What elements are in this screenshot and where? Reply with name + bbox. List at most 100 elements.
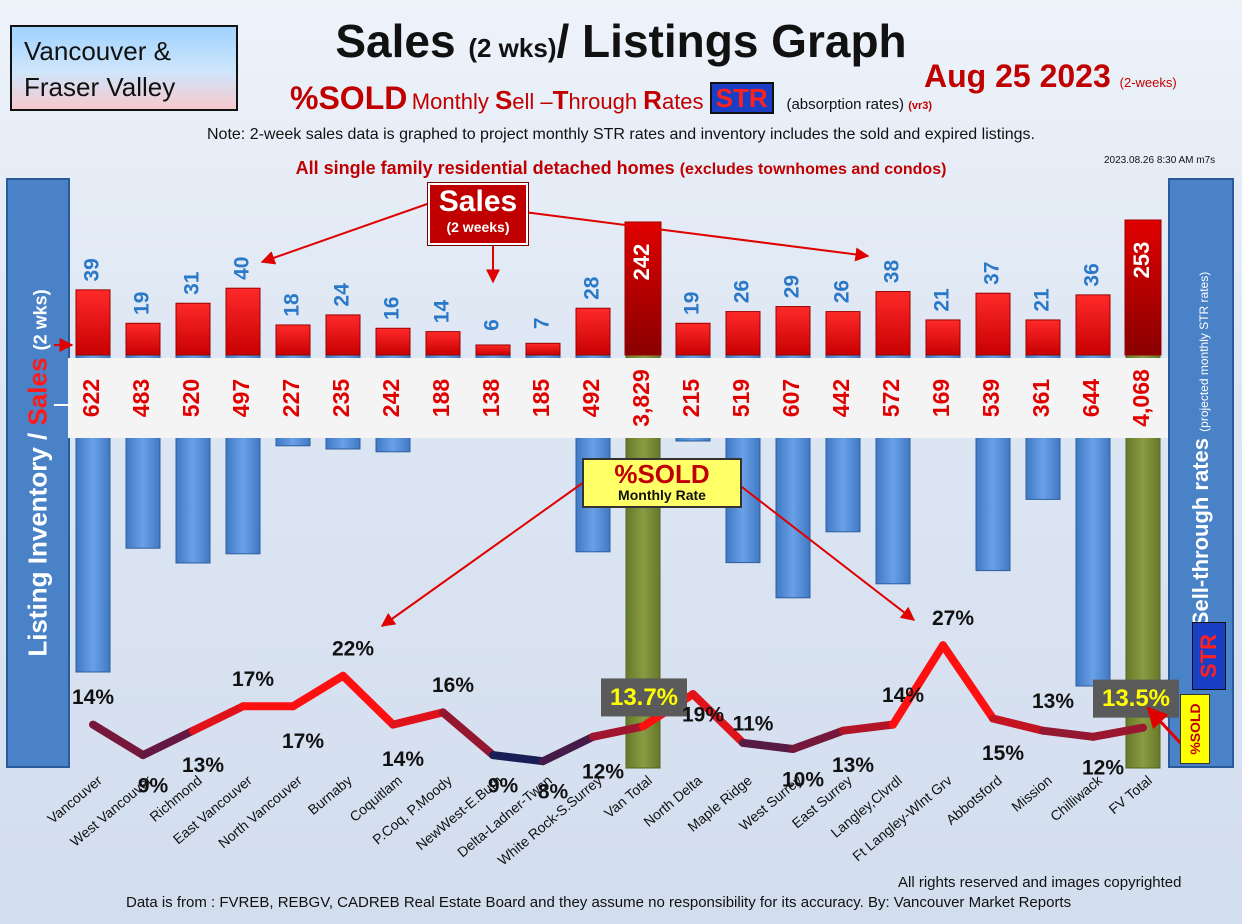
sales-bar xyxy=(624,221,662,356)
str-value-label: 12% xyxy=(582,760,624,783)
subtitle-text: Monthly Sell –Through Rates xyxy=(411,85,710,115)
str-value-label: 19% xyxy=(682,704,724,727)
sales-bar xyxy=(275,324,311,356)
sales-value-label: 38 xyxy=(881,260,904,284)
subtitle-str-badge: STR xyxy=(709,82,774,114)
total-str-label-bg xyxy=(601,678,687,717)
str-line-layer xyxy=(89,641,1147,766)
sales-arrow-left xyxy=(260,202,431,265)
sales-bar xyxy=(375,327,411,356)
note-text: Note: 2-week sales data is graphed to pr… xyxy=(207,126,1035,143)
sales-callout-sub: (2 weeks) xyxy=(446,219,510,235)
str-value-label: 15% xyxy=(982,742,1024,765)
left-axis-panel xyxy=(6,178,70,768)
sales-value-label: 19 xyxy=(131,292,154,315)
sales-value-label: 39 xyxy=(81,258,104,281)
str-value-label: 14% xyxy=(382,748,424,771)
date-note: (2-weeks) xyxy=(1119,75,1177,90)
inventory-value-label: 520 xyxy=(178,379,204,417)
sales-value-label: 24 xyxy=(331,283,354,307)
timestamp: 2023.08.26 8:30 AM m7s xyxy=(1104,155,1216,166)
inventory-label-bg xyxy=(168,358,218,438)
inventory-label-bg xyxy=(418,358,468,438)
str-value-label: 8% xyxy=(538,781,569,804)
labels-layer: 622 39 483 19 520 31 497 40 227 18 235 24 242 16 188 14… xyxy=(68,242,1179,804)
inventory-value-label: 215 xyxy=(678,379,704,418)
str-line-segment xyxy=(439,708,497,760)
scope-text: All single family residential detached h… xyxy=(295,158,947,178)
sales-bar xyxy=(1025,319,1061,356)
inventory-value-label: 442 xyxy=(828,379,854,417)
str-line-segment xyxy=(939,641,997,723)
inventory-label-bg xyxy=(1118,358,1168,438)
inventory-label-bg xyxy=(968,358,1018,438)
str-line-segment xyxy=(489,751,547,766)
left-axis-label: Listing Inventory / Sales (2 wks) xyxy=(22,289,53,657)
inventory-label-bg xyxy=(868,358,918,438)
inventory-value-label: 185 xyxy=(528,379,554,418)
str-line-segment xyxy=(89,720,147,760)
total-str-label: 13.7% xyxy=(610,684,678,711)
sales-bar xyxy=(925,319,961,356)
title-rest: / Listings Graph xyxy=(556,15,907,67)
category-label: Chilliwack xyxy=(1047,771,1106,824)
str-value-label: 10% xyxy=(782,769,824,792)
sales-bar xyxy=(1075,294,1111,356)
subtitle: %SOLD Monthly Sell –Through Rates STR (a… xyxy=(290,80,932,117)
region-line-1: Vancouver & xyxy=(24,36,171,66)
sales-value-label: 26 xyxy=(831,280,854,303)
inventory-value-label: 572 xyxy=(878,379,904,417)
inventory-value-label: 3,829 xyxy=(628,369,654,427)
sales-callout-title: Sales xyxy=(438,185,518,218)
copyright-text: All rights reserved and images copyright… xyxy=(898,874,1182,891)
sales-value-label: 28 xyxy=(581,276,604,300)
sales-arrow-right xyxy=(523,211,870,262)
inventory-value-label: 188 xyxy=(428,379,454,418)
page-title: Sales (2 wks)/ Listings Graph xyxy=(0,14,1242,68)
str-value-label: 12% xyxy=(1082,756,1124,779)
inventory-label-bg xyxy=(368,358,418,438)
inventory-value-label: 361 xyxy=(1028,379,1054,418)
inventory-label-bg xyxy=(1018,358,1068,438)
str-value-label: 27% xyxy=(932,607,974,630)
sales-bar xyxy=(825,311,861,356)
str-value-label: 9% xyxy=(488,775,519,798)
inventory-label-bg xyxy=(118,358,168,438)
category-label: North Vancouver xyxy=(215,772,305,851)
sales-value-label: 16 xyxy=(381,297,404,320)
sales-value-label: 242 xyxy=(629,244,654,281)
str-value-label: 22% xyxy=(332,637,374,660)
inventory-label-bg xyxy=(718,358,768,438)
str-line-segment xyxy=(189,702,247,735)
sales-bar xyxy=(175,302,211,356)
str-value-label: 14% xyxy=(72,686,114,709)
pct-sold-badge: %SOLD xyxy=(1180,694,1210,764)
inventory-value-label: 622 xyxy=(78,379,104,417)
str-line-segment xyxy=(689,690,747,747)
sales-value-label: 19 xyxy=(681,292,704,315)
sales-callout: Sales (2 weeks) xyxy=(428,183,528,245)
sales-value-label: 37 xyxy=(981,262,1004,285)
sales-value-label: 26 xyxy=(731,280,754,303)
inventory-value-label: 607 xyxy=(778,379,804,417)
inventory-value-label: 242 xyxy=(378,379,404,417)
sales-bar xyxy=(575,307,611,356)
sales-value-label: 7 xyxy=(531,317,554,329)
str-value-label: 16% xyxy=(432,674,474,697)
sales-bar xyxy=(125,322,161,356)
sales-bar xyxy=(475,344,511,356)
subtitle-sold: %SOLD xyxy=(290,80,408,116)
sales-bar xyxy=(675,322,711,356)
sales-value-label: 31 xyxy=(181,271,204,295)
inventory-label-bg xyxy=(818,358,868,438)
str-line-segment xyxy=(889,641,947,729)
str-value-label: 13% xyxy=(1032,690,1074,713)
sales-value-label: 21 xyxy=(1031,288,1054,312)
inventory-value-label: 519 xyxy=(728,379,754,417)
str-line-segment xyxy=(389,708,447,729)
sales-value-label: 36 xyxy=(1081,263,1104,286)
str-line-segment xyxy=(1039,726,1097,741)
inventory-label-bg xyxy=(218,358,268,438)
inventory-value-label: 539 xyxy=(978,379,1004,417)
